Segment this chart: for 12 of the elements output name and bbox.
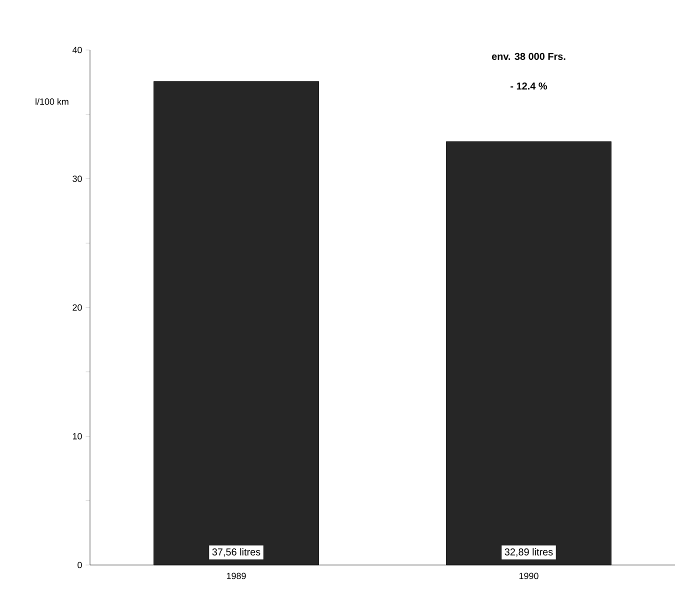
y-tick-label: 0: [78, 562, 82, 568]
y-tick-label: 30: [72, 176, 82, 182]
data-label: 32,89 litres: [504, 548, 553, 557]
y-tick-label: 10: [72, 433, 82, 440]
y-axis-title: l/100 km: [36, 98, 68, 105]
annotation: - 12.4 %: [510, 82, 548, 90]
y-tick-label: 20: [72, 304, 82, 311]
annotation: env. 38 000 Frs.: [492, 52, 566, 60]
x-tick-label: 1989: [226, 572, 246, 580]
y-tick-label: 40: [72, 46, 82, 54]
data-label: 37,56 litres: [212, 548, 260, 557]
x-tick-label: 1990: [519, 572, 538, 580]
